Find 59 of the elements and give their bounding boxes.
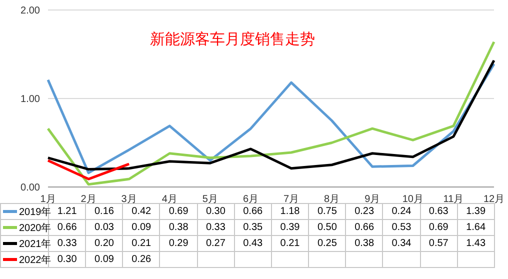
data-label: 0.75 (308, 204, 346, 220)
x-tick-label: 1月 (40, 194, 56, 206)
data-label: 0.25 (308, 236, 346, 252)
x-tick-label: 12月 (483, 194, 505, 206)
data-label: 0.03 (86, 220, 123, 236)
data-label: 0.57 (420, 236, 458, 252)
data-label: 0.39 (271, 220, 309, 236)
data-label: 0.38 (346, 236, 383, 252)
data-label: 0.26 (122, 252, 160, 268)
x-tick-label: 7月 (283, 194, 300, 206)
y-tick-label: 2.00 (20, 6, 40, 17)
data-label: 0.21 (122, 236, 160, 252)
data-label: 0.66 (57, 222, 77, 233)
data-label: 0.66 (346, 220, 383, 236)
data-label: 0.53 (382, 220, 420, 236)
data-label: 0.69 (420, 220, 458, 236)
x-tick-label: 2月 (80, 194, 96, 206)
x-tick-label: 3月 (121, 194, 137, 206)
legend-label: 2022年 (0, 252, 52, 268)
data-label: 0.21 (271, 236, 309, 252)
data-label: 0.09 (86, 252, 123, 268)
data-label: 0.24 (382, 204, 420, 220)
data-label: 0.16 (86, 204, 123, 220)
data-label: 0.38 (160, 220, 198, 236)
y-tick-label: 0.00 (20, 182, 40, 194)
data-label: 0.50 (308, 220, 346, 236)
data-label: 0.29 (160, 236, 198, 252)
data-label: 0.30 (197, 204, 234, 220)
text: 新能源客车月度销售走势 (150, 30, 315, 49)
x-tick-label: 9月 (364, 194, 380, 206)
data-label: 0.42 (122, 204, 160, 220)
data-label: 0.30 (57, 254, 77, 265)
data-label: 0.33 (197, 220, 234, 236)
data-label: 1.43 (457, 236, 494, 252)
legend-label: 2020年 (0, 220, 52, 236)
data-label: 0.33 (57, 238, 77, 249)
data-label: 1.18 (271, 204, 309, 220)
data-label: 0.63 (420, 204, 458, 220)
x-tick-label: 4月 (162, 194, 178, 206)
data-label: 0.43 (234, 236, 272, 252)
data-label: 0.69 (160, 204, 198, 220)
data-label: 0.23 (346, 204, 383, 220)
x-tick-label: 10月 (402, 194, 424, 206)
x-tick-label: 6月 (242, 194, 259, 206)
data-label: 1.64 (457, 220, 494, 236)
x-tick-label: 8月 (324, 194, 340, 206)
legend-label: 2019年 (0, 204, 52, 220)
data-label: 1.21 (57, 206, 77, 217)
data-label: 0.34 (382, 236, 420, 252)
data-label: 1.39 (457, 204, 494, 220)
data-label: 0.27 (197, 236, 234, 252)
data-label: 0.35 (234, 220, 272, 236)
data-label: 0.09 (122, 220, 160, 236)
x-tick-label: 5月 (202, 194, 218, 206)
data-label: 0.20 (86, 236, 123, 252)
data-label: 0.66 (234, 204, 272, 220)
y-tick-label: 1.00 (20, 94, 40, 106)
x-tick-label: 11月 (443, 194, 464, 206)
legend-label: 2021年 (0, 236, 52, 252)
